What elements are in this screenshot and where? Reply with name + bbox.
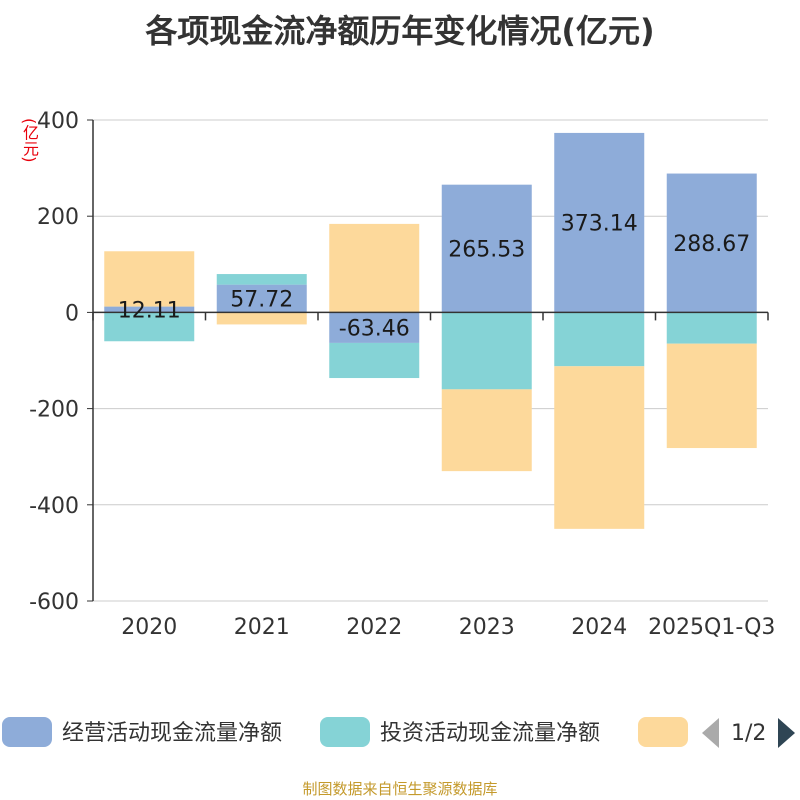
data-label-2025Q1-Q3: 288.67 xyxy=(673,232,750,257)
y-axis: -600 -400 -200 0 200 400 xyxy=(29,109,94,615)
bar-series-0-2021 xyxy=(216,284,307,313)
bar-series-1-2022 xyxy=(329,342,420,379)
y-axis-unit: (亿元) xyxy=(20,118,39,163)
bar-series-2-2023 xyxy=(441,389,532,472)
y-tick-label: -200 xyxy=(29,398,79,423)
data-label-2021: 57.72 xyxy=(230,288,293,313)
legend-swatch-operating xyxy=(2,717,52,747)
x-tick-label: 2022 xyxy=(346,615,402,640)
legend-swatch-investing xyxy=(320,717,370,747)
chart-title: 各项现金流净额历年变化情况(亿元) xyxy=(145,12,655,50)
bar-series-2-2024 xyxy=(554,366,645,529)
y-tick-label: 0 xyxy=(65,301,79,326)
x-tick-label: 2021 xyxy=(234,615,290,640)
legend-item-investing[interactable]: 投资活动现金流量净额 xyxy=(320,716,600,752)
data-source: 制图数据来自恒生聚源数据库 xyxy=(302,780,498,798)
y-tick-label: -600 xyxy=(29,590,79,615)
x-tick-label: 2025Q1-Q3 xyxy=(648,615,775,640)
legend-prev-arrow-icon[interactable] xyxy=(702,717,719,748)
data-label-2024: 373.14 xyxy=(561,212,638,237)
bar-series-0-2024 xyxy=(554,132,645,313)
y-tick-label: -400 xyxy=(29,494,79,519)
bar-series-2-2025Q1-Q3 xyxy=(666,343,757,449)
legend-item-operating[interactable]: 经营活动现金流量净额 xyxy=(2,716,282,752)
bar-series-1-2020 xyxy=(104,312,195,342)
legend: 经营活动现金流量净额 投资活动现金流量净额 xyxy=(0,716,800,752)
bar-series-1-2025Q1-Q3 xyxy=(666,312,757,344)
legend-next-arrow-icon[interactable] xyxy=(778,717,796,748)
bar-series-2-2021 xyxy=(216,312,307,325)
y-tick-label: 200 xyxy=(37,205,79,230)
bar-series-2-2022 xyxy=(329,223,420,313)
bar-series-1-2024 xyxy=(554,312,645,367)
x-axis: 2020 2021 2022 2023 2024 2025Q1-Q3 xyxy=(92,311,775,640)
legend-item-financing[interactable] xyxy=(638,716,698,752)
bar-series-0-2025Q1-Q3 xyxy=(666,173,757,313)
legend-pager: 1/2 xyxy=(702,716,796,752)
x-tick-label: 2024 xyxy=(571,615,627,640)
legend-page-text: 1/2 xyxy=(731,721,767,746)
data-label-2022: -63.46 xyxy=(339,317,410,342)
bar-series-2-2020 xyxy=(104,251,195,307)
data-label-2020: 12.11 xyxy=(118,298,181,323)
legend-label-operating: 经营活动现金流量净额 xyxy=(62,721,283,746)
data-label-2023: 265.53 xyxy=(448,238,525,263)
x-tick-label: 2020 xyxy=(121,615,177,640)
grid-lines xyxy=(93,119,768,602)
bar-series-0-2020 xyxy=(104,306,195,313)
bar-series-0-2022 xyxy=(329,312,420,343)
y-tick-label: 400 xyxy=(37,109,79,134)
x-tick-label: 2023 xyxy=(459,615,515,640)
legend-swatch-financing xyxy=(638,717,688,747)
bar-series-0-2023 xyxy=(441,184,532,313)
bar-series-1-2021 xyxy=(216,274,307,285)
bar-series-1-2023 xyxy=(441,312,532,390)
legend-label-investing: 投资活动现金流量净额 xyxy=(380,721,601,746)
data-labels: 12.11 57.72 -63.46 265.53 373.14 288.67 xyxy=(118,212,750,342)
bars xyxy=(104,132,757,529)
